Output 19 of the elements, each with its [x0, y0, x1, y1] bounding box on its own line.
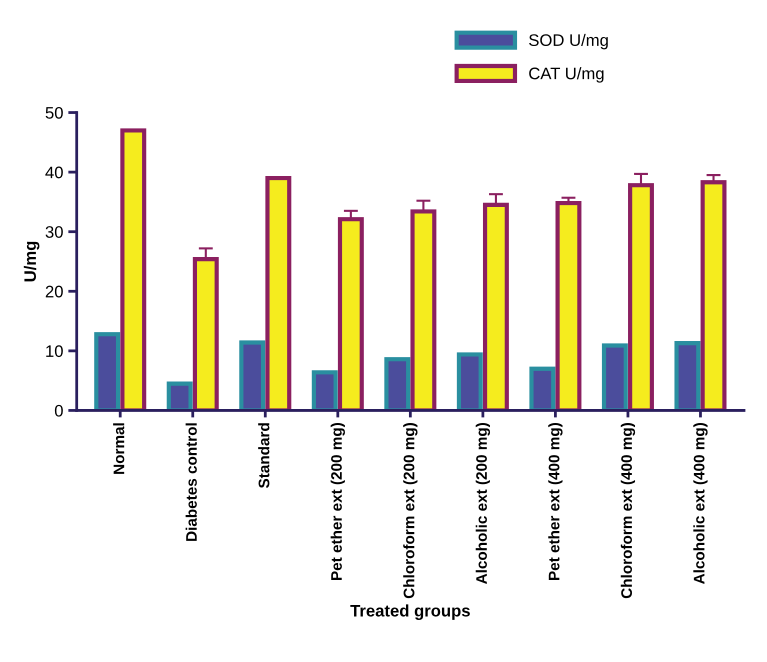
- x-tick-label: Chloroform ext (200 mg): [403, 422, 418, 598]
- x-tick-label: Alcoholic ext (200 mg): [476, 422, 490, 584]
- y-tick-label: 40: [45, 166, 63, 178]
- x-tick-label: Pet ether ext (200 mg): [330, 422, 345, 580]
- x-tick-label: Standard: [258, 423, 270, 488]
- x-tick-label: Normal: [113, 423, 124, 474]
- y-tick-label: 20: [46, 286, 63, 298]
- x-tick-label: Diabetes control: [186, 423, 197, 541]
- x-tick-label: Pet ether ext (400 mg): [548, 422, 563, 580]
- y-axis-title: U/mg: [24, 242, 40, 282]
- legend-label: CAT U/mg: [529, 67, 604, 83]
- y-tick-label: 30: [46, 226, 63, 238]
- y-tick-label: 10: [46, 345, 63, 358]
- x-axis-title: Treated groups: [350, 604, 470, 620]
- y-tick-label: 50: [46, 106, 63, 119]
- x-tick-label: Alcoholic ext (400 mg): [693, 422, 708, 584]
- legend-label: SOD U/mg: [529, 34, 608, 50]
- x-tick-label: Chloroform ext (400 mg): [620, 422, 636, 598]
- y-tick-label: 0: [54, 404, 63, 417]
